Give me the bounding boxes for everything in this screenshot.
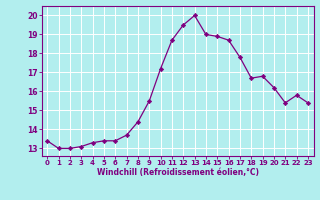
X-axis label: Windchill (Refroidissement éolien,°C): Windchill (Refroidissement éolien,°C) xyxy=(97,168,259,177)
